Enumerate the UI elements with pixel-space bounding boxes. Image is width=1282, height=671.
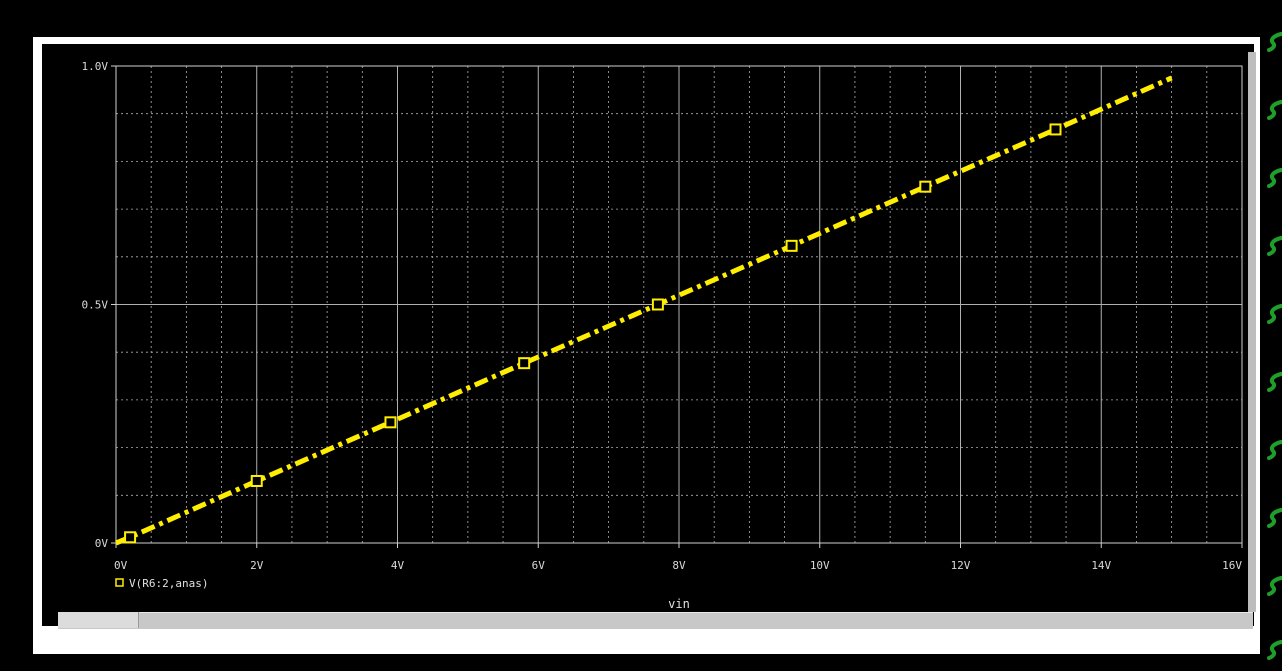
data-point <box>785 239 798 252</box>
green-side-mark <box>1267 576 1282 596</box>
x-tick-label: 14V <box>1091 559 1111 572</box>
data-point <box>124 531 137 544</box>
green-side-mark <box>1267 508 1282 528</box>
y-tick-label: 0V <box>95 537 109 550</box>
series-line <box>115 75 1173 546</box>
x-tick-label: 0V <box>114 559 128 572</box>
green-side-mark <box>1267 168 1282 188</box>
legend-label: V(R6:2,anas) <box>129 577 208 590</box>
green-side-mark <box>1267 640 1282 660</box>
data-point <box>250 474 263 487</box>
y-tick-label: 1.0V <box>82 60 109 73</box>
green-side-mark <box>1267 372 1282 392</box>
grid <box>116 66 1242 543</box>
legend[interactable]: V(R6:2,anas) <box>115 577 208 590</box>
data-point <box>384 416 397 429</box>
green-side-mark <box>1267 236 1282 256</box>
trace <box>115 75 1173 546</box>
x-tick-label: 6V <box>532 559 546 572</box>
horizontal-scrollbar[interactable] <box>58 612 1253 629</box>
vertical-scrollbar[interactable] <box>1248 52 1256 612</box>
green-side-mark <box>1267 440 1282 460</box>
plot-window <box>42 44 1254 626</box>
x-tick-label: 4V <box>391 559 405 572</box>
x-tick-label: 8V <box>672 559 686 572</box>
green-side-mark <box>1267 32 1282 52</box>
data-point <box>651 298 664 311</box>
data-point <box>919 180 932 193</box>
x-tick-label: 10V <box>810 559 830 572</box>
horizontal-scrollbar-thumb[interactable] <box>58 612 139 628</box>
legend-marker <box>115 578 124 587</box>
tick-labels: 0V 2V 4V 6V 8V 10V 12V 14V 16V 0V 0.5V 1.0V <box>82 60 1243 572</box>
green-side-mark <box>1267 304 1282 324</box>
x-tick-label: 2V <box>250 559 264 572</box>
axes <box>111 65 1243 548</box>
data-point <box>518 357 531 370</box>
data-point <box>1049 123 1062 136</box>
y-tick-label: 0.5V <box>82 299 109 312</box>
x-tick-label: 12V <box>951 559 971 572</box>
x-tick-label: 16V <box>1222 559 1242 572</box>
green-side-mark <box>1267 100 1282 120</box>
x-axis-title: vin <box>668 597 690 611</box>
